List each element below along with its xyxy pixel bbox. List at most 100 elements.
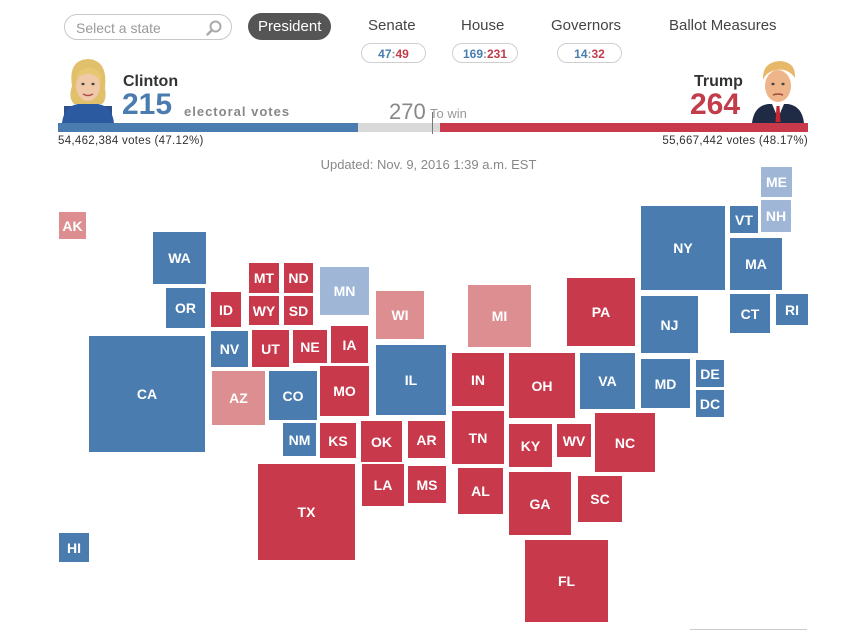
state-tile-md[interactable]: MD <box>641 359 690 408</box>
state-tile-az[interactable]: AZ <box>212 371 265 425</box>
state-tile-ri[interactable]: RI <box>776 294 808 325</box>
state-label: NE <box>300 338 320 355</box>
state-label: OH <box>531 377 553 394</box>
tab-president[interactable]: President <box>248 13 332 40</box>
state-label: MT <box>253 270 275 286</box>
state-label: LA <box>373 477 393 493</box>
state-tile-nc[interactable]: NC <box>595 413 655 472</box>
state-tile-ga[interactable]: GA <box>509 472 571 535</box>
state-tile-la[interactable]: LA <box>362 464 404 506</box>
tab-senate[interactable]: Senate <box>368 17 416 34</box>
governors-dem-count: 14 <box>574 47 588 61</box>
state-label: NH <box>765 208 787 224</box>
tab-ballot-measures[interactable]: Ballot Measures <box>669 17 777 34</box>
trump-name: Trump <box>694 73 743 90</box>
state-label: IA <box>342 336 357 353</box>
state-tile-oh[interactable]: OH <box>509 353 575 418</box>
house-seat-count[interactable]: 169:231 <box>452 43 518 63</box>
state-label: NV <box>219 341 240 357</box>
state-tile-ky[interactable]: KY <box>509 424 552 467</box>
state-label: UT <box>261 340 280 357</box>
state-tile-tn[interactable]: TN <box>452 411 504 464</box>
state-label: MA <box>745 256 767 272</box>
state-label: AK <box>62 217 83 234</box>
state-label: MO <box>333 383 356 399</box>
divider <box>690 629 807 630</box>
state-tile-tx[interactable]: TX <box>258 464 355 560</box>
state-label: WV <box>562 432 586 449</box>
trump-popular-vote: 55,667,442 votes (48.17%) <box>662 135 808 147</box>
state-tile-sc[interactable]: SC <box>578 476 622 522</box>
state-tile-wy[interactable]: WY <box>249 296 279 325</box>
state-label: RI <box>785 301 799 318</box>
state-label: ID <box>219 301 233 318</box>
state-label: WY <box>252 302 276 319</box>
state-label: OK <box>371 433 392 450</box>
state-tile-ok[interactable]: OK <box>361 421 402 462</box>
state-tile-id[interactable]: ID <box>211 292 241 327</box>
state-tile-ct[interactable]: CT <box>730 294 770 333</box>
state-label: SC <box>590 491 610 507</box>
state-tile-il[interactable]: IL <box>376 345 446 415</box>
state-tile-me[interactable]: ME <box>761 167 792 197</box>
state-tile-in[interactable]: IN <box>452 353 504 406</box>
trump-electoral-votes: 264 <box>690 88 741 121</box>
state-label: TN <box>468 429 488 446</box>
state-tile-mn[interactable]: MN <box>320 267 369 315</box>
state-tile-nm[interactable]: NM <box>283 423 316 456</box>
state-label: AL <box>471 483 490 499</box>
state-tile-co[interactable]: CO <box>269 371 317 420</box>
state-label: AR <box>416 431 437 448</box>
state-label: TX <box>297 504 316 520</box>
state-tile-va[interactable]: VA <box>580 353 635 409</box>
tab-house[interactable]: House <box>461 17 505 34</box>
state-label: CO <box>282 387 304 404</box>
governors-seat-count[interactable]: 14:32 <box>557 43 622 63</box>
state-tile-dc[interactable]: DC <box>696 390 724 417</box>
state-tile-ak[interactable]: AK <box>59 212 86 239</box>
search-icon[interactable] <box>205 19 223 37</box>
state-tile-wi[interactable]: WI <box>376 291 424 339</box>
state-label: NC <box>614 434 636 451</box>
state-tile-vt[interactable]: VT <box>730 206 758 233</box>
state-tile-ia[interactable]: IA <box>331 326 368 363</box>
state-tile-fl[interactable]: FL <box>525 540 608 622</box>
state-tile-al[interactable]: AL <box>458 468 503 514</box>
state-tile-ms[interactable]: MS <box>408 466 446 503</box>
senate-seat-count[interactable]: 47:49 <box>361 43 426 63</box>
state-label: WI <box>391 307 409 323</box>
state-tile-mo[interactable]: MO <box>320 366 369 416</box>
clinton-name: Clinton <box>123 73 179 90</box>
state-tile-wa[interactable]: WA <box>153 232 206 284</box>
state-search[interactable] <box>64 14 232 40</box>
state-tile-ks[interactable]: KS <box>320 423 356 458</box>
clinton-popular-vote: 54,462,384 votes (47.12%) <box>58 135 204 147</box>
state-tile-hi[interactable]: HI <box>59 533 89 562</box>
state-tile-ut[interactable]: UT <box>252 330 289 367</box>
state-tile-or[interactable]: OR <box>166 288 205 328</box>
state-tile-ar[interactable]: AR <box>408 421 445 458</box>
state-tile-de[interactable]: DE <box>696 360 724 387</box>
state-label: VA <box>598 373 617 389</box>
state-tile-mt[interactable]: MT <box>249 263 279 293</box>
state-tile-sd[interactable]: SD <box>284 296 313 325</box>
separator: : <box>483 47 487 61</box>
state-search-input[interactable] <box>74 18 206 38</box>
state-tile-ne[interactable]: NE <box>293 330 327 363</box>
state-tile-pa[interactable]: PA <box>567 278 635 346</box>
state-tile-ny[interactable]: NY <box>641 206 725 290</box>
state-tile-mi[interactable]: MI <box>468 285 531 347</box>
state-label: ME <box>766 174 787 190</box>
state-tile-wv[interactable]: WV <box>557 424 591 457</box>
state-tile-nj[interactable]: NJ <box>641 296 698 353</box>
state-tile-ca[interactable]: CA <box>89 336 205 452</box>
state-label: HI <box>67 539 81 556</box>
state-label: AZ <box>229 390 248 406</box>
state-tile-ma[interactable]: MA <box>730 238 782 290</box>
state-tile-nh[interactable]: NH <box>761 200 791 232</box>
tab-governors[interactable]: Governors <box>551 17 622 34</box>
state-tile-nv[interactable]: NV <box>211 331 248 367</box>
state-tile-nd[interactable]: ND <box>284 263 313 293</box>
state-label: MD <box>654 375 677 392</box>
